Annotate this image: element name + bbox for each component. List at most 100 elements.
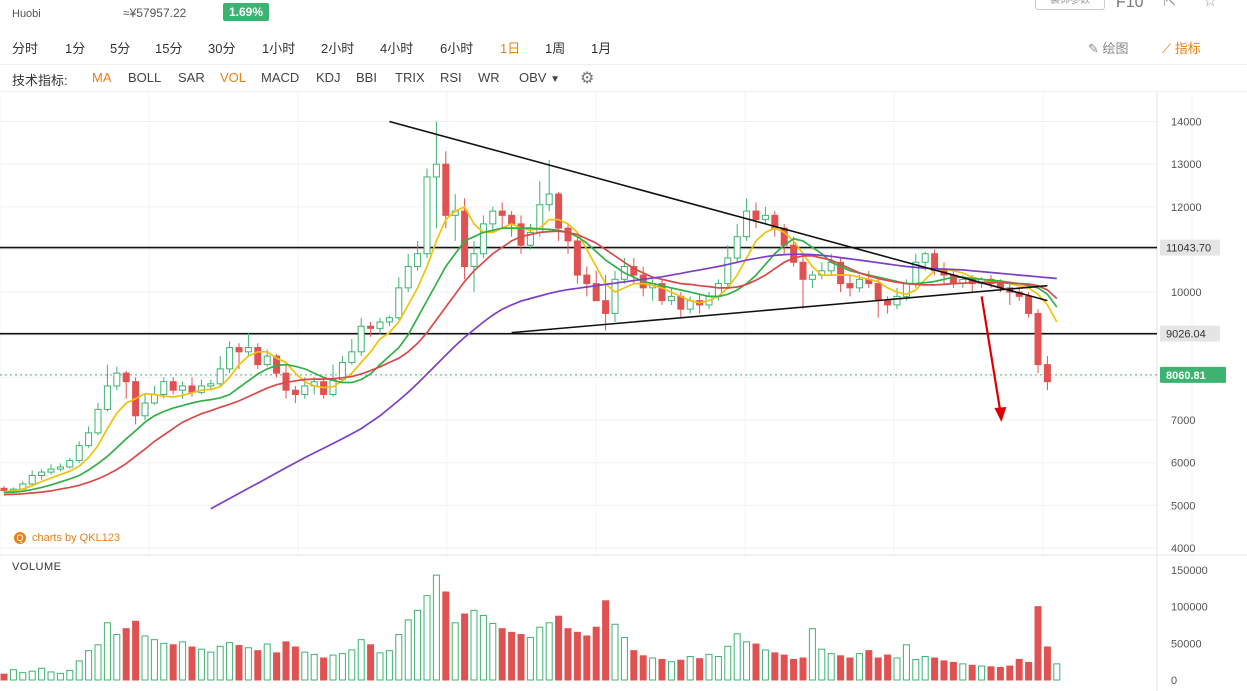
candle-body xyxy=(291,389,299,395)
candle-body xyxy=(357,325,365,353)
tf-4h[interactable]: 4小时 xyxy=(380,41,414,56)
volume-bar xyxy=(949,661,957,681)
volume-bar xyxy=(602,600,610,681)
candle-body xyxy=(837,261,845,285)
ind-kdj[interactable]: KDJ xyxy=(316,70,341,85)
volume-bar xyxy=(310,653,318,681)
volume-bar xyxy=(414,609,422,681)
ind-vol[interactable]: VOL xyxy=(220,70,247,85)
volume-bar xyxy=(348,649,356,681)
candle-body xyxy=(874,283,882,302)
volume-bar xyxy=(94,644,102,681)
price-tick-label: 13000 xyxy=(1171,159,1202,171)
volume-bar xyxy=(649,657,657,681)
volume-bar xyxy=(470,609,478,681)
star-icon[interactable]: ☆ xyxy=(1203,0,1218,10)
volume-bar xyxy=(733,633,741,681)
volume-bar xyxy=(320,657,328,681)
tf-1min[interactable]: 1分 xyxy=(65,41,86,56)
tf-fenshi[interactable]: 分时 xyxy=(12,41,39,56)
volume-bar xyxy=(188,646,196,681)
candle-body xyxy=(38,471,46,476)
volume-bar xyxy=(639,655,647,681)
ind-boll[interactable]: BOLL xyxy=(128,70,162,85)
price-tick-label: 5000 xyxy=(1171,500,1195,512)
volume-bar xyxy=(771,652,779,681)
volume-bar xyxy=(235,645,243,681)
pencil-icon: ✎ xyxy=(1088,41,1103,56)
ma-line-ma60 xyxy=(210,253,1057,510)
volume-bar xyxy=(714,656,722,681)
ind-ma[interactable]: MA xyxy=(92,70,112,85)
ind-bbi[interactable]: BBI xyxy=(356,70,377,85)
volume-bar xyxy=(150,639,158,681)
volume-bar xyxy=(761,649,769,681)
volume-bar xyxy=(790,658,798,681)
volume-bar xyxy=(207,651,215,681)
ind-sar[interactable]: SAR xyxy=(178,70,205,85)
volume-bar xyxy=(122,628,130,681)
tf-1d[interactable]: 1日 xyxy=(500,41,521,56)
tf-1w[interactable]: 1周 xyxy=(545,41,566,56)
candle-body xyxy=(564,227,572,242)
candle-body xyxy=(893,295,901,306)
tf-1h[interactable]: 1小时 xyxy=(262,41,296,56)
volume-bar xyxy=(338,653,346,681)
candle-body xyxy=(75,445,83,462)
candle-body xyxy=(573,240,581,276)
price-tag-label: 11043.70 xyxy=(1166,243,1211,255)
volume-bar xyxy=(254,650,262,681)
volume-bar xyxy=(555,615,563,681)
candle-body xyxy=(160,381,168,395)
tf-15min[interactable]: 15分 xyxy=(155,41,183,56)
tf-2h[interactable]: 2小时 xyxy=(321,41,355,56)
f10-button[interactable]: F10 xyxy=(1116,0,1144,11)
volume-bar xyxy=(498,628,506,681)
indicator-button[interactable]: ⟋ 指标 xyxy=(1162,38,1201,57)
candle-body xyxy=(442,163,450,216)
volume-bar xyxy=(583,635,591,681)
volume-bar xyxy=(226,642,234,681)
ind-macd[interactable]: MACD xyxy=(261,70,300,85)
volume-bar xyxy=(395,634,403,681)
volume-bar xyxy=(818,648,826,681)
tf-6h[interactable]: 6小时 xyxy=(440,41,474,56)
tf-1m[interactable]: 1月 xyxy=(591,41,612,56)
volume-bar xyxy=(667,661,675,681)
tf-5min[interactable]: 5分 xyxy=(110,41,131,56)
ind-obv[interactable]: OBV ▼ xyxy=(519,70,560,85)
volume-bar xyxy=(884,654,892,681)
volume-bar xyxy=(160,642,168,681)
ind-rsi[interactable]: RSI xyxy=(440,70,462,85)
volume-bar xyxy=(808,628,816,681)
candle-body xyxy=(667,295,675,302)
candle-body xyxy=(724,257,732,285)
candlestick-chart[interactable]: 1400013000120001100010000900080007000600… xyxy=(0,92,1247,691)
candle-body xyxy=(733,236,741,259)
candle-body xyxy=(395,287,403,319)
share-icon[interactable]: ⇱ xyxy=(1163,0,1177,10)
ind-wr[interactable]: WR xyxy=(478,70,500,85)
candle-body xyxy=(113,372,121,387)
volume-bar xyxy=(489,623,497,681)
candle-body xyxy=(244,347,252,353)
tf-30min[interactable]: 30分 xyxy=(208,41,236,56)
watermark-text: charts by QKL123 xyxy=(32,532,121,544)
volume-bar xyxy=(677,659,685,681)
volume-bar xyxy=(47,671,55,681)
ind-trix[interactable]: TRIX xyxy=(395,70,425,85)
volume-bar xyxy=(874,657,882,681)
price-tick-label: 4000 xyxy=(1171,543,1195,555)
settings-button[interactable]: 装饰参数 xyxy=(1035,0,1105,10)
volume-bar xyxy=(132,620,140,681)
volume-bar xyxy=(461,613,469,681)
volume-bar xyxy=(179,641,187,681)
candle-body xyxy=(207,383,215,387)
draw-button[interactable]: ✎ 绘图 xyxy=(1088,38,1129,57)
trendline xyxy=(389,120,1048,302)
price-tick-label: 6000 xyxy=(1171,458,1195,470)
volume-bar xyxy=(705,653,713,681)
candle-body xyxy=(28,475,36,485)
gear-icon[interactable]: ⚙ xyxy=(580,70,595,87)
trendline xyxy=(511,284,1048,334)
